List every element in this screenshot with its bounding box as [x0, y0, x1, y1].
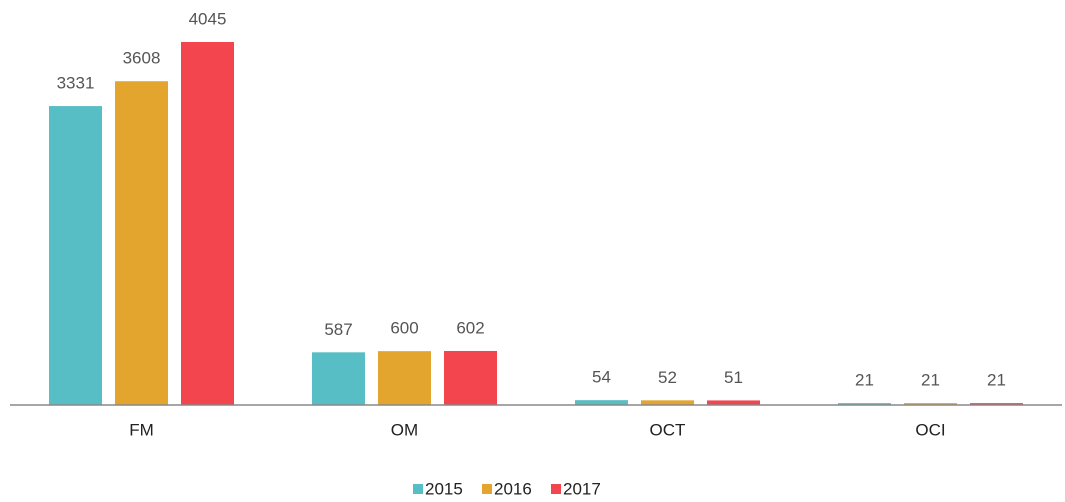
bar [378, 351, 431, 405]
bar [904, 403, 957, 405]
x-tick-label: OM [391, 420, 418, 439]
legend-label: 2016 [494, 479, 532, 498]
legend-label: 2015 [425, 479, 463, 498]
value-label: 602 [456, 318, 484, 337]
bar [838, 403, 891, 405]
value-label: 600 [390, 319, 418, 338]
bar [181, 42, 234, 405]
bar [641, 400, 694, 405]
bar [312, 352, 365, 405]
value-label: 51 [724, 368, 743, 387]
value-label: 587 [324, 320, 352, 339]
value-label: 4045 [189, 9, 227, 28]
value-label: 52 [658, 368, 677, 387]
legend-swatch [413, 484, 423, 494]
bar [575, 400, 628, 405]
legend-swatch [551, 484, 561, 494]
legend-label: 2017 [563, 479, 601, 498]
x-tick-label: FM [129, 420, 154, 439]
legend-swatch [482, 484, 492, 494]
value-label: 21 [855, 371, 874, 390]
bar [444, 350, 497, 405]
value-label: 21 [987, 371, 1006, 390]
value-label: 54 [592, 368, 611, 387]
value-label: 21 [921, 371, 940, 390]
value-label: 3608 [123, 49, 161, 68]
x-tick-label: OCI [915, 420, 945, 439]
bar [707, 400, 760, 405]
bar [970, 403, 1023, 405]
bar [115, 81, 168, 406]
x-tick-label: OCT [650, 420, 686, 439]
bar [49, 106, 102, 406]
value-label: 3331 [57, 74, 95, 93]
